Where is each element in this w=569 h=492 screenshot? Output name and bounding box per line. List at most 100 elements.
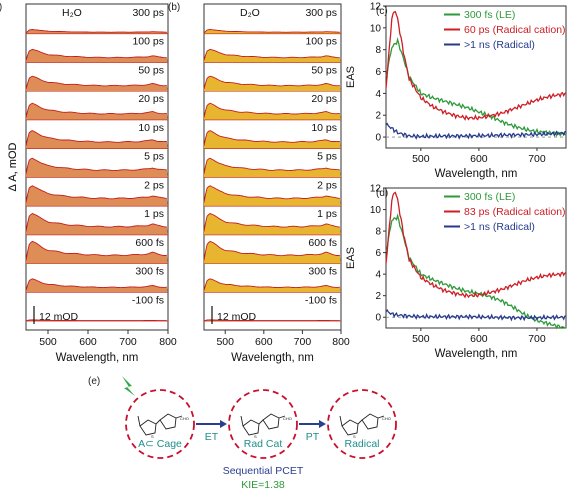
delay-label: 2 ps [317,179,337,191]
y-tick-label: 6 [375,67,381,78]
delay-label: 20 ps [138,93,164,105]
y-tick-label: 8 [375,227,381,238]
spectrum-line [25,278,167,291]
molecule-icon: S CHO [339,413,391,439]
step-label: ET [205,431,219,443]
spectrum-line [25,130,167,146]
ring [361,413,379,430]
legend-entry: >1 ns (Radical) [464,221,535,233]
plot-frame [385,5,567,149]
spectrum-line [203,157,340,175]
x-tick-label: 500 [412,333,430,345]
spectrum-line [203,319,340,322]
bond [278,415,286,419]
y-axis-label: Δ A, mOD [7,142,19,191]
bond [240,415,244,427]
bond [137,415,141,427]
x-tick-label: 800 [159,336,177,348]
y-tick-label: 10 [370,23,382,34]
state-label: A⊂ Cage [138,438,182,450]
spectrum-fill [204,49,341,63]
atom-cho: CHO [180,416,189,421]
y-tick-label: 6 [375,248,381,259]
solvent-label: H₂O [62,7,82,19]
spectrum-line [203,29,340,34]
y-axis-label: EAS [345,66,357,88]
spectrum-line [25,240,167,261]
delay-label: -100 fs [305,294,337,306]
spectrum-line [203,240,340,261]
x-tick-label: 600 [470,333,488,345]
panel-d-eas-chart: (d) 0 2 4 6 8 10 12 500 600 700 EAS Wavelength, nm 30… [345,184,567,360]
plot-frame [203,3,342,331]
x-tick-label: 700 [528,153,546,165]
delay-label: 600 fs [135,237,164,249]
delay-label: 300 fs [308,266,337,278]
panel-label: (b) [168,2,180,13]
lightning-icon [122,376,135,396]
atom-s: S [151,434,154,439]
panel-b-transient-spectra-d2o: (b) Δ A, mOD 300 ps 100 ps 50 ps 20 ps 10 ps 5 … [7,2,350,364]
delay-label: 300 ps [305,7,337,19]
panel-label: (a) [0,2,2,13]
y-tick-label: 10 [370,205,382,216]
spectrum-fill [204,76,341,92]
plot-frame [25,3,169,331]
molecule-icon: S CHO [240,413,292,439]
atom-cho: CHO [382,416,391,421]
spectrum-line [203,102,340,118]
spectrum-line [25,157,167,175]
spectrum-fill [26,76,168,92]
bond [377,415,385,419]
legend-entry: 83 ps (Radical cation) [464,206,566,218]
spectrum-line [203,212,340,232]
ring [242,419,260,436]
panel-label: (e) [88,376,100,387]
spectrum-fill [26,29,168,34]
arrow-head [319,420,326,428]
delay-label: 10 ps [311,122,337,134]
y-tick-label: 4 [375,89,381,100]
spectrum-fill [204,130,341,149]
spectrum-line [25,29,167,34]
y-axis-label: Δ A, mOD [7,142,19,191]
x-tick-label: 600 [470,153,488,165]
panel-label: (c) [376,6,388,17]
legend-entry: >1 ns (Radical) [464,39,535,51]
spectrum-fill [26,49,168,63]
ring [262,413,280,430]
spectrum-line [203,185,340,203]
state-circle [228,389,298,459]
x-tick-label: 700 [528,333,546,345]
x-axis-label: Wavelength, nm [56,352,139,364]
step-label: PT [306,431,320,443]
series-line [385,308,567,322]
spectrum-line [203,130,340,146]
y-tick-label: 2 [375,111,381,122]
kie-value: KIE=1.38 [241,479,285,491]
spectrum-fill [26,241,168,264]
x-tick-label: 500 [216,336,234,348]
state-circle [327,389,397,459]
spectrum-fill [204,185,341,207]
y-tick-label: 0 [375,133,381,144]
scale-bar-label: 12 mOD [217,311,257,323]
spectrum-fill [204,278,341,293]
spectrum-fill [204,241,341,264]
series-line [385,10,567,121]
arrow-head [220,420,227,428]
legend-entry: 300 fs (LE) [464,191,515,203]
atom-s: S [353,434,356,439]
spectrum-fill [26,103,168,120]
delay-label: -100 fs [132,294,164,306]
y-axis-label: EAS [345,247,357,269]
spectrum-fill [26,158,168,178]
spectrum-line [203,75,340,90]
x-tick-label: 500 [412,153,430,165]
bond [258,419,264,425]
x-tick-label: 800 [332,336,350,348]
x-axis-label: Wavelength, nm [231,352,314,364]
y-tick-label: 12 [370,2,382,13]
